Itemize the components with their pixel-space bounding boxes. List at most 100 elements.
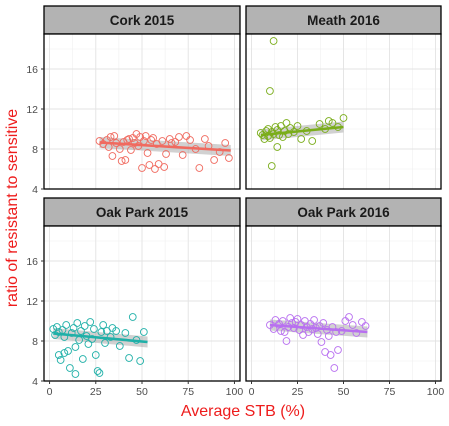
facet-panel: Oak Park 2015 4 8 12 16 0 25 50 75 100 <box>26 197 243 398</box>
panel-border <box>43 33 241 190</box>
data-point <box>293 122 302 130</box>
data-point <box>286 314 295 322</box>
facet-title: Oak Park 2015 <box>96 205 189 220</box>
data-point <box>278 317 287 325</box>
facet-panel: Oak Park 2016 0 25 50 75 100 <box>245 197 445 398</box>
data-point <box>128 313 137 321</box>
y-tick-label: 12 <box>26 104 38 116</box>
data-point <box>269 37 278 45</box>
data-point <box>71 370 80 378</box>
x-tick-label: 50 <box>136 386 148 398</box>
data-point <box>328 119 337 127</box>
data-point <box>78 355 87 363</box>
x-tick-label: 25 <box>292 386 304 398</box>
data-point <box>275 131 283 139</box>
data-point <box>310 316 318 324</box>
data-point <box>117 157 126 165</box>
data-point <box>171 138 180 146</box>
x-tick-label: 25 <box>90 386 102 398</box>
data-point <box>110 132 119 140</box>
data-point <box>141 132 150 140</box>
data-point <box>71 343 80 351</box>
data-point <box>334 346 342 354</box>
data-point <box>99 321 108 329</box>
data-point <box>91 351 100 359</box>
data-point <box>112 327 120 335</box>
data-point <box>319 319 328 327</box>
facet-strip <box>43 5 241 35</box>
data-point <box>361 322 370 330</box>
data-point <box>54 351 63 359</box>
data-point <box>317 338 326 346</box>
facet-title: Oak Park 2016 <box>297 205 390 220</box>
data-point <box>149 134 157 142</box>
data-point <box>324 332 333 340</box>
x-tick-label: 75 <box>182 386 194 398</box>
data-point <box>147 136 156 144</box>
data-point <box>115 342 124 350</box>
data-point <box>282 337 291 345</box>
data-point <box>308 137 317 145</box>
data-point <box>175 133 183 141</box>
facet-strip <box>245 5 442 35</box>
x-axis-title: Average STB (%) <box>181 403 305 420</box>
data-point <box>160 163 169 171</box>
data-point <box>256 129 265 137</box>
data-point <box>88 335 96 343</box>
data-point <box>273 143 282 151</box>
data-point <box>225 154 233 162</box>
data-point <box>348 321 357 329</box>
data-point <box>125 135 133 143</box>
data-point <box>139 328 148 336</box>
facet-title: Meath 2016 <box>307 13 380 28</box>
x-tick-label: 0 <box>249 386 255 398</box>
data-point <box>95 369 104 377</box>
regression-line <box>260 125 344 137</box>
data-point <box>178 151 187 159</box>
data-point <box>324 117 333 125</box>
data-point <box>62 321 71 329</box>
data-point <box>106 333 115 341</box>
data-point <box>162 150 170 158</box>
facet-strip <box>43 197 241 227</box>
data-point <box>210 156 218 164</box>
data-point <box>56 356 65 364</box>
data-point <box>145 161 154 169</box>
data-point <box>90 325 98 333</box>
data-point <box>339 114 348 122</box>
data-point <box>151 165 159 173</box>
data-point <box>293 315 302 323</box>
data-point <box>80 322 89 330</box>
y-tick-label: 8 <box>32 144 38 156</box>
y-tick-label: 16 <box>26 64 38 76</box>
data-point <box>267 162 276 170</box>
data-point <box>66 364 74 372</box>
panel-border <box>245 33 442 190</box>
data-point <box>54 328 63 336</box>
y-tick-label: 16 <box>26 256 38 268</box>
data-point <box>115 145 124 153</box>
data-point <box>266 87 274 95</box>
data-point <box>186 136 194 144</box>
facet-title: Cork 2015 <box>110 13 175 28</box>
data-point <box>106 133 115 141</box>
data-point <box>326 351 335 359</box>
data-point <box>136 357 145 365</box>
facet-panel: Cork 2015 4 8 12 16 <box>26 5 241 196</box>
x-tick-label: 100 <box>427 386 445 398</box>
data-point <box>127 146 135 154</box>
data-point <box>77 327 85 335</box>
data-point <box>345 313 353 321</box>
data-point <box>267 128 276 136</box>
facet-strip <box>245 197 442 227</box>
data-point <box>195 164 204 172</box>
facet-panel: Meath 2016 <box>245 5 442 190</box>
data-point <box>313 330 322 338</box>
data-point <box>93 367 102 375</box>
data-point <box>64 347 72 355</box>
y-axis-title: ratio of resistant to sensitive <box>4 109 21 307</box>
data-point <box>97 328 106 336</box>
x-tick-label: 75 <box>384 386 396 398</box>
